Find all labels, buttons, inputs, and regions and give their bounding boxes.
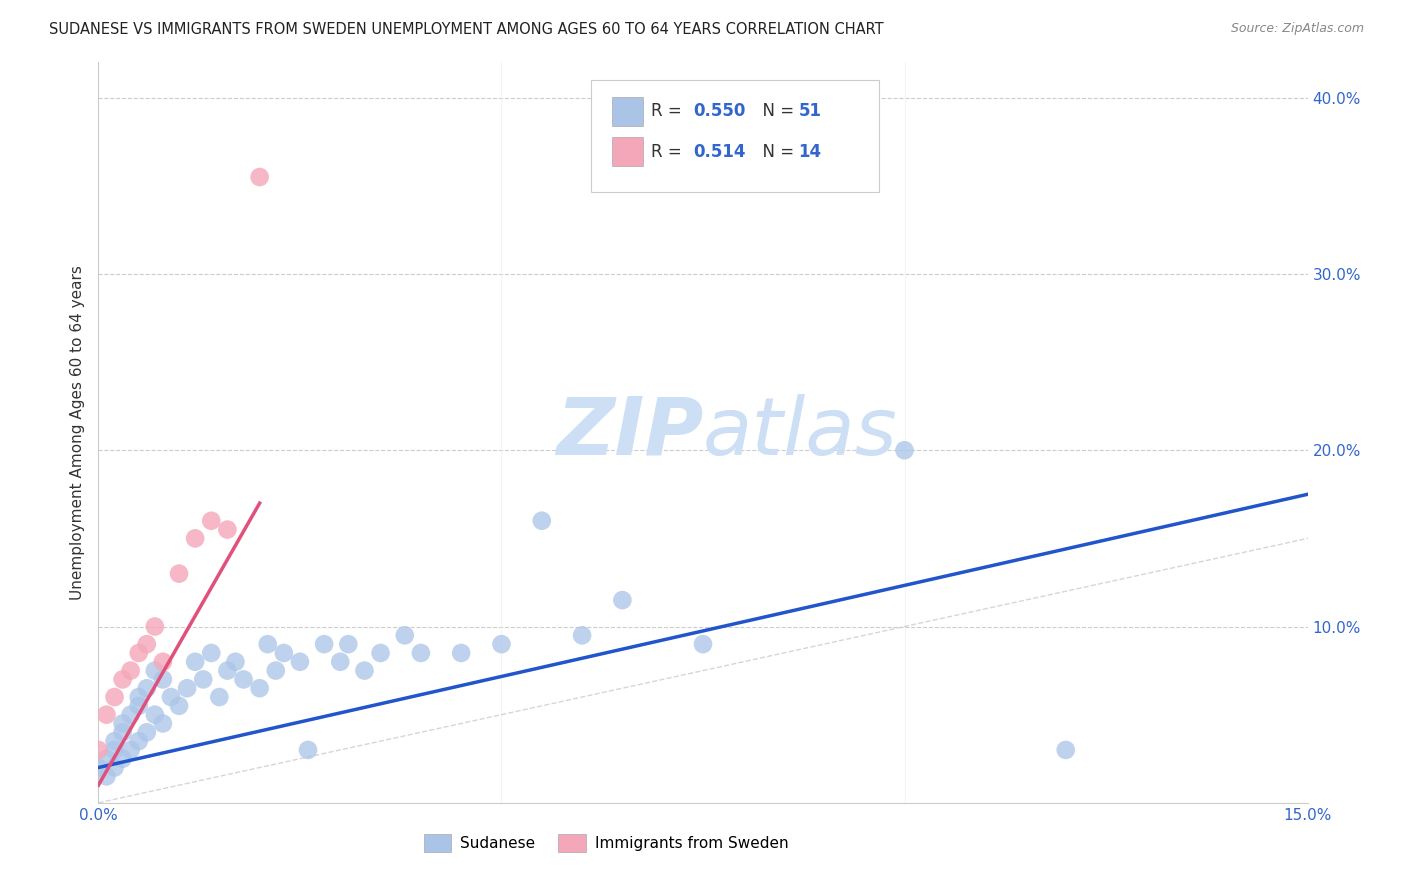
Point	[120, 707, 142, 722]
Point	[103, 743, 125, 757]
Point	[353, 664, 375, 678]
Point	[288, 655, 311, 669]
Point	[337, 637, 360, 651]
Text: R =: R =	[651, 143, 688, 161]
Point	[96, 707, 118, 722]
Point	[128, 690, 150, 704]
Point	[135, 637, 157, 651]
Point	[143, 619, 166, 633]
Point	[249, 169, 271, 184]
Point	[96, 769, 118, 783]
Point	[329, 655, 352, 669]
Point	[135, 681, 157, 696]
Point	[297, 743, 319, 757]
Point	[394, 628, 416, 642]
Text: 51: 51	[799, 103, 821, 120]
Point	[103, 760, 125, 774]
Point	[160, 690, 183, 704]
Point	[217, 523, 239, 537]
Point	[409, 646, 432, 660]
Point	[249, 681, 271, 696]
Point	[143, 664, 166, 678]
Point	[111, 673, 134, 687]
Point	[111, 752, 134, 766]
Point	[128, 734, 150, 748]
Point	[120, 664, 142, 678]
Point	[167, 698, 190, 713]
Point	[152, 655, 174, 669]
Point	[208, 690, 231, 704]
Text: R =: R =	[651, 103, 688, 120]
Point	[143, 707, 166, 722]
Point	[111, 716, 134, 731]
Y-axis label: Unemployment Among Ages 60 to 64 years: Unemployment Among Ages 60 to 64 years	[69, 265, 84, 600]
Text: N =: N =	[752, 143, 800, 161]
Point	[224, 655, 246, 669]
Point	[491, 637, 513, 651]
Point	[217, 664, 239, 678]
Text: 0.514: 0.514	[693, 143, 745, 161]
Point	[256, 637, 278, 651]
Point	[96, 752, 118, 766]
Text: 0.550: 0.550	[693, 103, 745, 120]
Point	[232, 673, 254, 687]
Point	[612, 593, 634, 607]
Point	[111, 725, 134, 739]
Point	[103, 734, 125, 748]
Text: atlas: atlas	[703, 393, 898, 472]
Text: 14: 14	[799, 143, 821, 161]
Point	[87, 760, 110, 774]
Point	[200, 646, 222, 660]
Point	[530, 514, 553, 528]
Point	[264, 664, 287, 678]
Point	[128, 698, 150, 713]
Point	[193, 673, 215, 687]
Point	[128, 646, 150, 660]
Point	[167, 566, 190, 581]
Legend: Sudanese, Immigrants from Sweden: Sudanese, Immigrants from Sweden	[418, 829, 794, 858]
Text: Source: ZipAtlas.com: Source: ZipAtlas.com	[1230, 22, 1364, 36]
Point	[135, 725, 157, 739]
Point	[184, 532, 207, 546]
Point	[273, 646, 295, 660]
Text: ZIP: ZIP	[555, 393, 703, 472]
Point	[200, 514, 222, 528]
Point	[1054, 743, 1077, 757]
Point	[571, 628, 593, 642]
Point	[370, 646, 392, 660]
Point	[152, 673, 174, 687]
Point	[87, 743, 110, 757]
Text: SUDANESE VS IMMIGRANTS FROM SWEDEN UNEMPLOYMENT AMONG AGES 60 TO 64 YEARS CORREL: SUDANESE VS IMMIGRANTS FROM SWEDEN UNEMP…	[49, 22, 884, 37]
Text: N =: N =	[752, 103, 800, 120]
Point	[692, 637, 714, 651]
Point	[184, 655, 207, 669]
Point	[176, 681, 198, 696]
Point	[893, 443, 915, 458]
Point	[450, 646, 472, 660]
Point	[120, 743, 142, 757]
Point	[314, 637, 336, 651]
Point	[152, 716, 174, 731]
Point	[103, 690, 125, 704]
